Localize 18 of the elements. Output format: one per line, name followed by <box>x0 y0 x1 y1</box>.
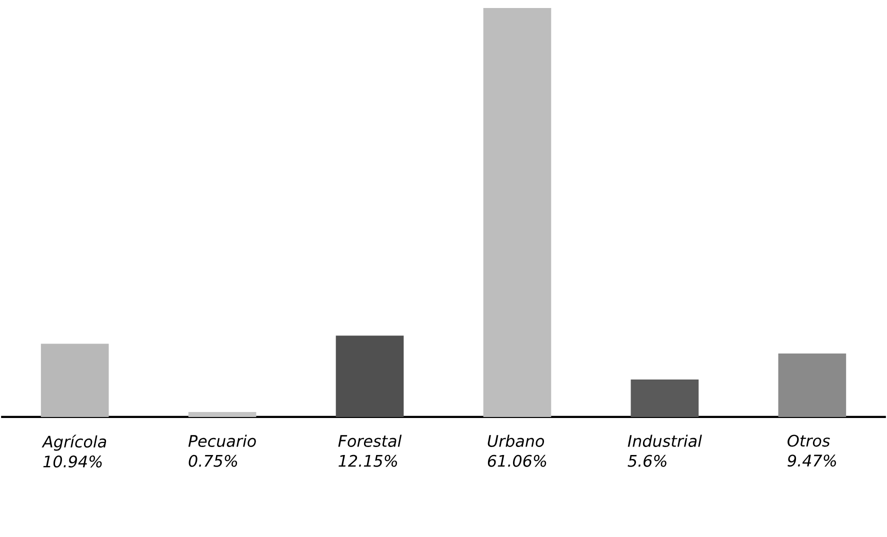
x-tick-label: Industrial <box>628 434 702 448</box>
data-label: 12.15% <box>338 455 397 468</box>
data-label: 61.06% <box>488 455 546 468</box>
data-label: 0.75% <box>188 455 238 468</box>
bar <box>778 354 846 418</box>
data-label: 10.94% <box>43 456 102 468</box>
x-tick-label: Agrícola <box>42 434 106 451</box>
bar <box>336 336 404 418</box>
bar <box>630 380 699 418</box>
x-tick-label: Urbano <box>488 434 544 448</box>
x-tick-label: Otros <box>788 434 830 447</box>
x-tick-label: Pecuario <box>188 434 256 448</box>
data-label: 9.47% <box>788 454 836 467</box>
bar <box>40 344 109 418</box>
x-tick-label: Forestal <box>338 434 402 448</box>
data-label: 5.6% <box>628 455 666 468</box>
bar <box>483 8 552 418</box>
bar <box>188 412 256 418</box>
